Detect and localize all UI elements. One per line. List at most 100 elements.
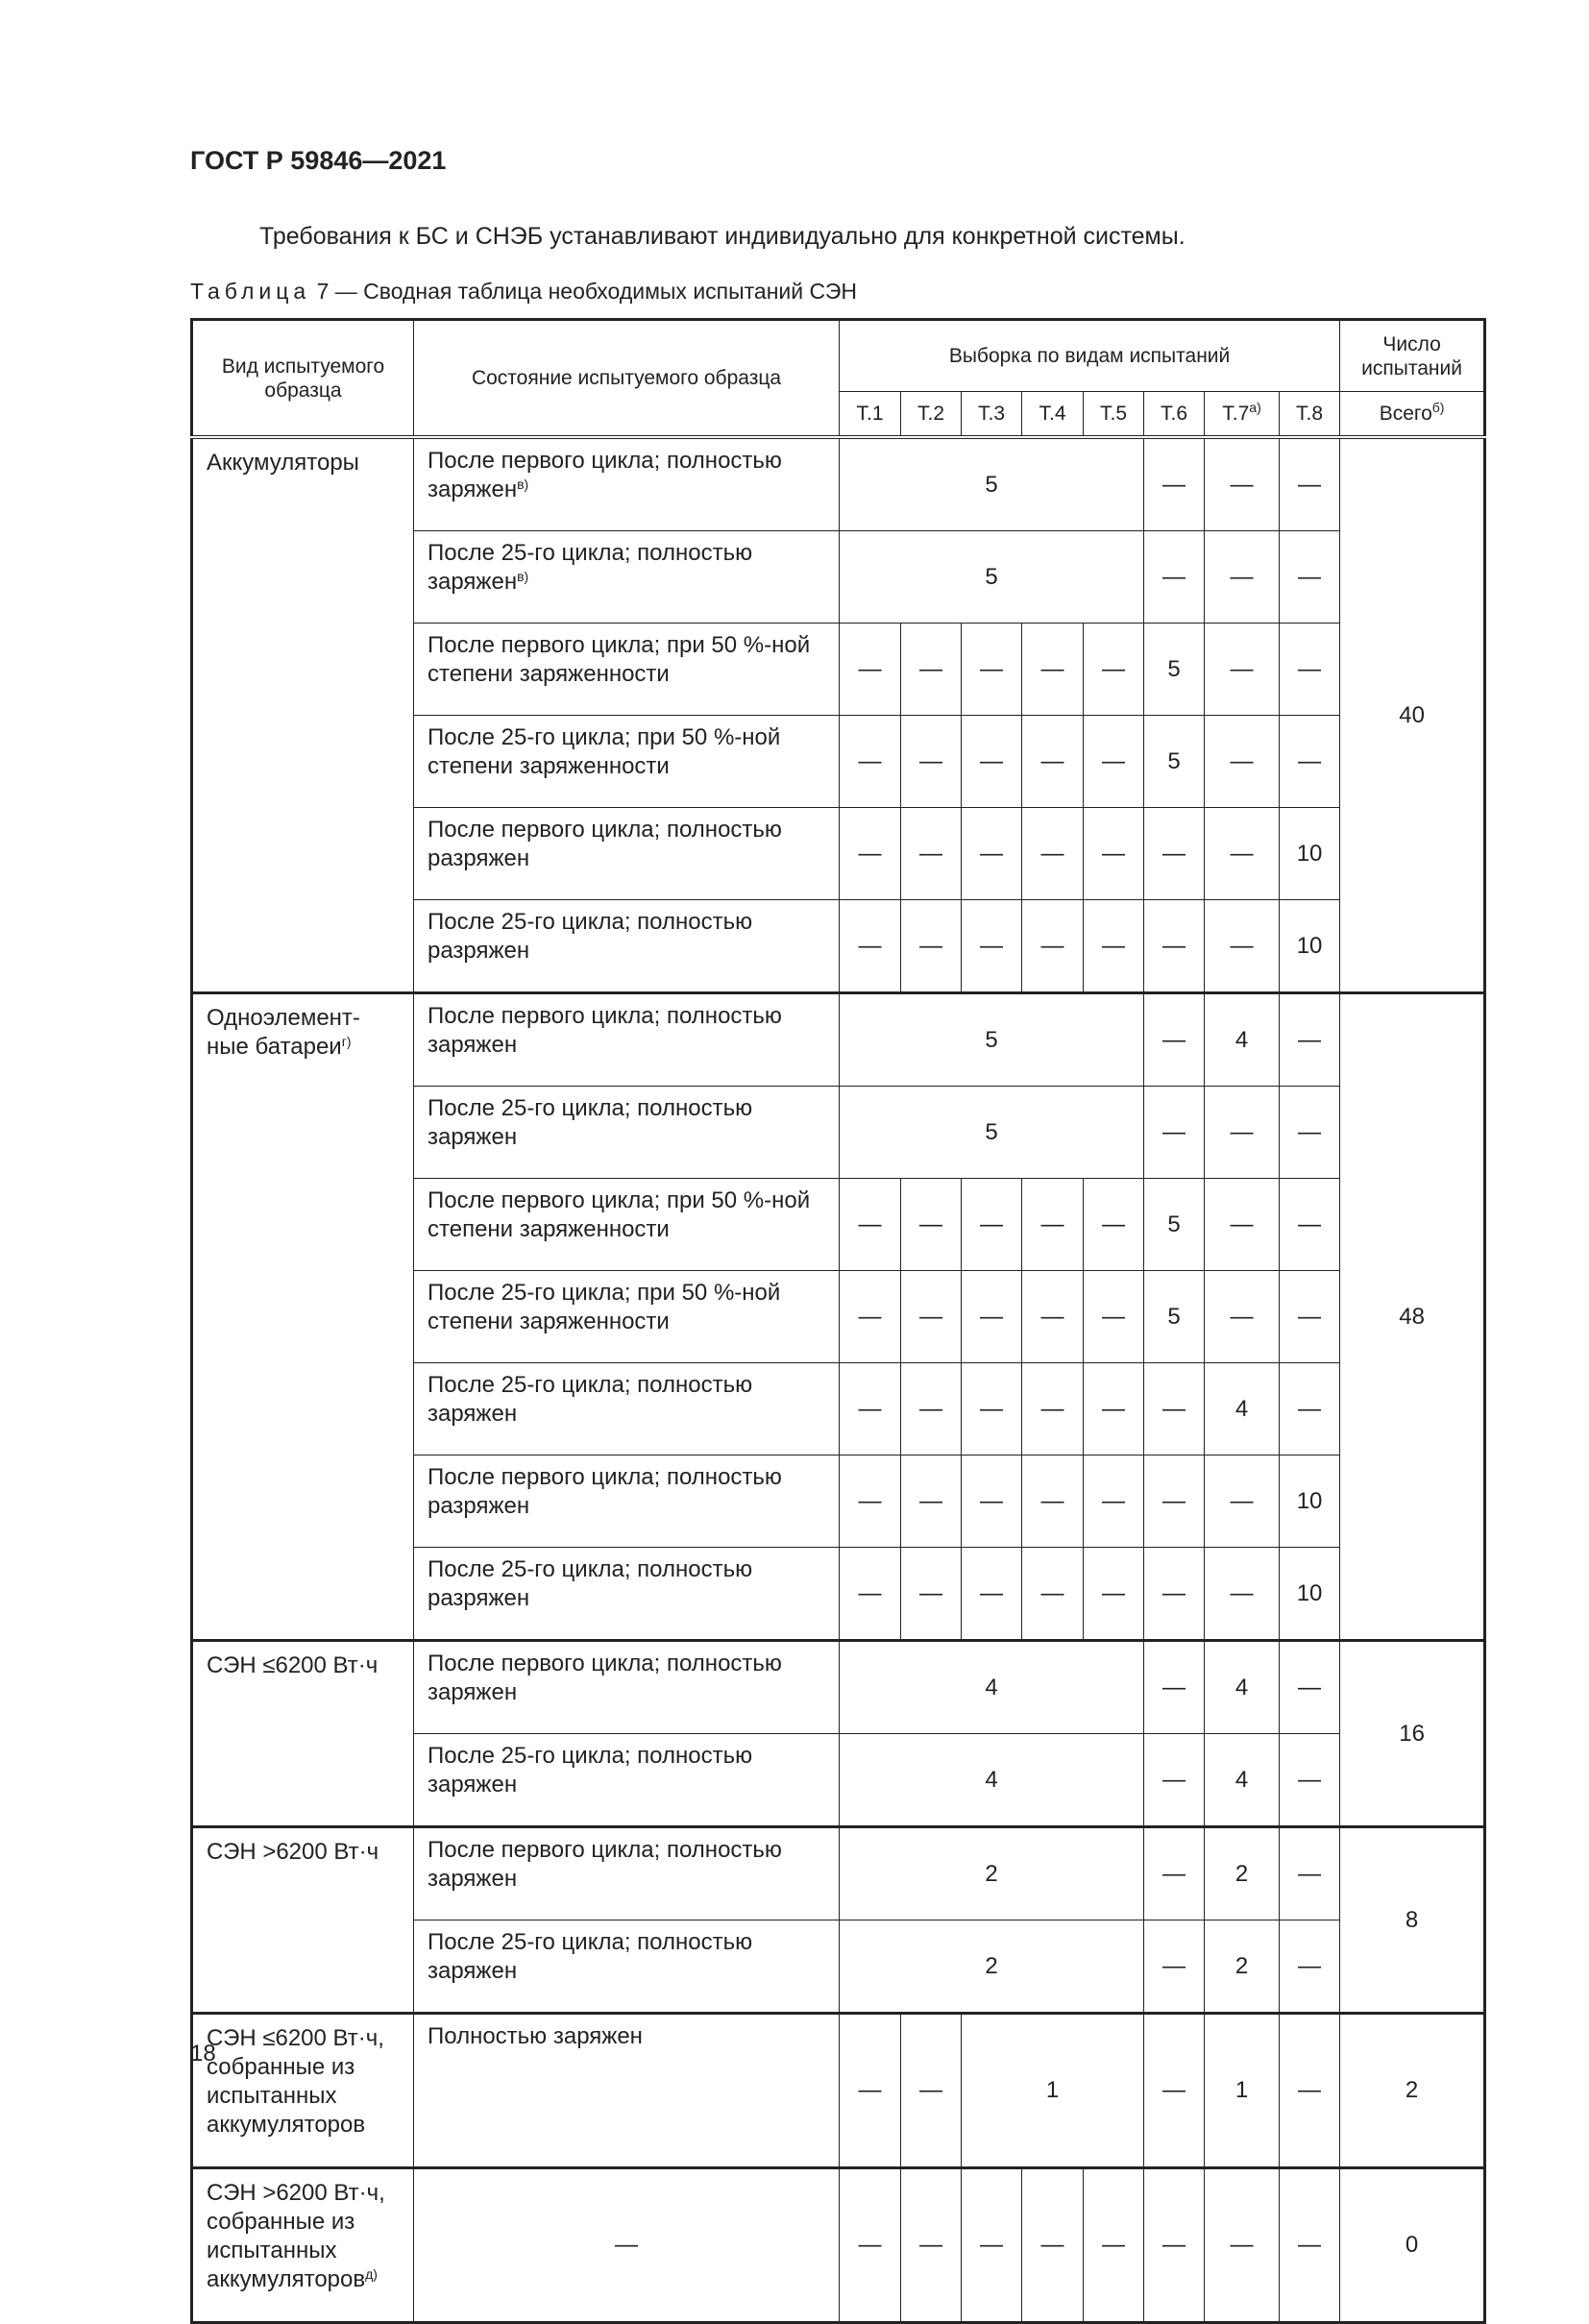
header-sample-state: Состояние испытуемого образца [413, 319, 840, 439]
sample-count-cell: — [1021, 1547, 1084, 1641]
sample-count-cell: — [1204, 2166, 1280, 2323]
sample-state-cell: После первого цикла; полностью заряженв) [413, 435, 840, 531]
table-row: После 25-го цикла; полностью заряжен 5— — — [192, 1086, 1485, 1179]
sample-count-cell: — [961, 1270, 1022, 1363]
sample-count-cell: — [1021, 1362, 1084, 1456]
sample-count-cell: — [900, 623, 962, 716]
sample-count-cell: 2 [1204, 1825, 1280, 1920]
sample-count-cell: — [839, 2166, 901, 2323]
sample-type: СЭН >6200 Вт·ч [207, 1839, 379, 1865]
sample-count-cell: — [1021, 1270, 1084, 1363]
header-test-8: Т.8 [1278, 391, 1341, 439]
sample-count-cell: — [1143, 1455, 1205, 1548]
sample-count-cell: — [1278, 1639, 1341, 1734]
sample-count-cell: — [839, 715, 901, 808]
table-row: После 25-го цикла; полностью заряженв) 5 —… [192, 530, 1485, 624]
sample-count-cell: — [839, 1547, 901, 1641]
sample-count-cell: 4 [1204, 1733, 1280, 1827]
footnote-mark: в) [517, 569, 529, 584]
sample-count-cell: — [1083, 1362, 1144, 1456]
sample-type-cell: СЭН >6200 Вт·ч, собранные из испытанных … [191, 2166, 414, 2323]
sample-count-cell: — [1083, 1455, 1144, 1548]
sample-count-cell: — [961, 1362, 1022, 1456]
sample-count-cell: 5 [839, 435, 1144, 531]
sample-state: После 25-го цикла; при 50 %-ной степени … [428, 724, 781, 779]
sample-state-cell: После 25-го цикла; полностью заряжен [413, 1920, 840, 2014]
sample-count-cell: — [1143, 807, 1205, 900]
test-label: Т.7 [1222, 403, 1250, 425]
sample-count-cell: — [1204, 807, 1280, 900]
sample-count-cell: — [1278, 2166, 1341, 2323]
header-test-1: Т.1 [839, 391, 901, 439]
sample-count-cell: — [1143, 1086, 1205, 1179]
sample-count-cell: 5 [1143, 1270, 1205, 1363]
sample-count-cell: — [1204, 435, 1280, 531]
sample-count-cell: — [1083, 2166, 1144, 2323]
sample-count-cell: — [961, 715, 1022, 808]
sample-state-cell: После 25-го цикла; полностью заряжен [413, 1362, 840, 1456]
sample-state: После 25-го цикла; полностью заряжен [428, 1095, 753, 1150]
sample-count-cell: — [1204, 1455, 1280, 1548]
sample-type: СЭН >6200 Вт·ч, собранные из испытанных … [207, 2180, 385, 2292]
sample-count-cell: — [1021, 2166, 1084, 2323]
sample-count-cell: 4 [1204, 1362, 1280, 1456]
sample-count-cell: — [839, 1270, 901, 1363]
sample-count-cell: — [1143, 1547, 1205, 1641]
sample-count-cell: 4 [839, 1733, 1144, 1827]
sample-count-cell: — [1083, 1547, 1144, 1641]
sample-state: После первого цикла; полностью разряжен [428, 817, 782, 871]
sample-state-cell: После первого цикла; при 50 %-ной степен… [413, 1178, 840, 1271]
sample-count-cell: 5 [1143, 623, 1205, 716]
test-footnote: а) [1249, 400, 1261, 415]
sample-count-cell: — [1278, 2012, 1341, 2168]
sample-count-cell: 10 [1278, 807, 1341, 900]
sample-count-cell: — [1278, 1825, 1341, 1920]
table-row: Аккумуляторы После первого цикла; полност… [191, 435, 1486, 993]
footnote-mark: г) [341, 1034, 352, 1049]
sample-state-cell: После первого цикла; полностью заряжен [413, 1825, 840, 1920]
test-label: Т.5 [1099, 403, 1127, 425]
sample-count-cell: — [1204, 1178, 1280, 1271]
sample-state-cell: Полностью заряжен [413, 2012, 840, 2168]
table-row: После 25-го цикла; полностью разряжен — — —… [192, 1547, 1485, 1641]
sample-count-cell: — [1278, 1920, 1341, 2014]
sample-type: Аккумуляторы [207, 450, 359, 476]
table-row: После 25-го цикла; полностью заряжен — — — —… [192, 1362, 1485, 1456]
header-test-count: Число испытаний [1339, 319, 1486, 392]
table-row: После 25-го цикла; полностью заряжен 4—4— [192, 1733, 1485, 1827]
sample-state-cell: После первого цикла; полностью заряжен [413, 991, 840, 1087]
sample-count-cell: — [1143, 1733, 1205, 1827]
sample-count-cell: — [1278, 1362, 1341, 1456]
sample-state: После первого цикла; полностью заряжен [428, 1003, 782, 1058]
sample-state: После 25-го цикла; при 50 %-ной степени … [428, 1280, 781, 1334]
test-label: Т.3 [977, 403, 1005, 425]
sample-count-cell: — [1278, 623, 1341, 716]
table-row: СЭН >6200 Вт·ч, собранные из испытанных … [191, 2166, 1486, 2323]
header-total-label: Всего [1379, 403, 1432, 425]
sample-count-cell: — [1204, 530, 1280, 624]
standard-number: ГОСТ Р 59846—2021 [190, 146, 447, 175]
sample-count-cell: — [1083, 623, 1144, 716]
sample-state: После первого цикла; полностью разряжен [428, 1464, 782, 1519]
header-test-3: Т.3 [961, 391, 1022, 439]
header-test-5: Т.5 [1083, 391, 1144, 439]
sample-state-cell: После первого цикла; полностью разряжен [413, 807, 840, 900]
table-row: После 25-го цикла; при 50 %-ной степени … [192, 1270, 1485, 1363]
sample-type: СЭН ≤6200 Вт·ч [207, 1652, 379, 1678]
table-row: После первого цикла; при 50 %-ной степен… [192, 623, 1485, 716]
sample-count-cell: 4 [1204, 1639, 1280, 1734]
header-test-6: Т.6 [1143, 391, 1205, 439]
table-row: Одноэлемент-ные батареиг) После первого ц… [191, 991, 1486, 1641]
sample-count-cell: — [1278, 530, 1341, 624]
sample-count-cell: — [1278, 991, 1341, 1087]
test-label: Т.2 [917, 403, 944, 425]
sample-count-cell: — [1083, 1178, 1144, 1271]
sample-count-cell: — [900, 1547, 962, 1641]
sample-count-cell: — [1021, 715, 1084, 808]
sample-count-cell: 10 [1278, 1455, 1341, 1548]
sample-count-cell: — [1278, 435, 1341, 531]
sample-state-cell: После 25-го цикла; полностью заряжен [413, 1733, 840, 1827]
sample-count-cell: 5 [839, 530, 1144, 624]
sample-count-cell: 1 [961, 2012, 1144, 2168]
sample-state: После 25-го цикла; полностью заряжен [428, 540, 753, 595]
